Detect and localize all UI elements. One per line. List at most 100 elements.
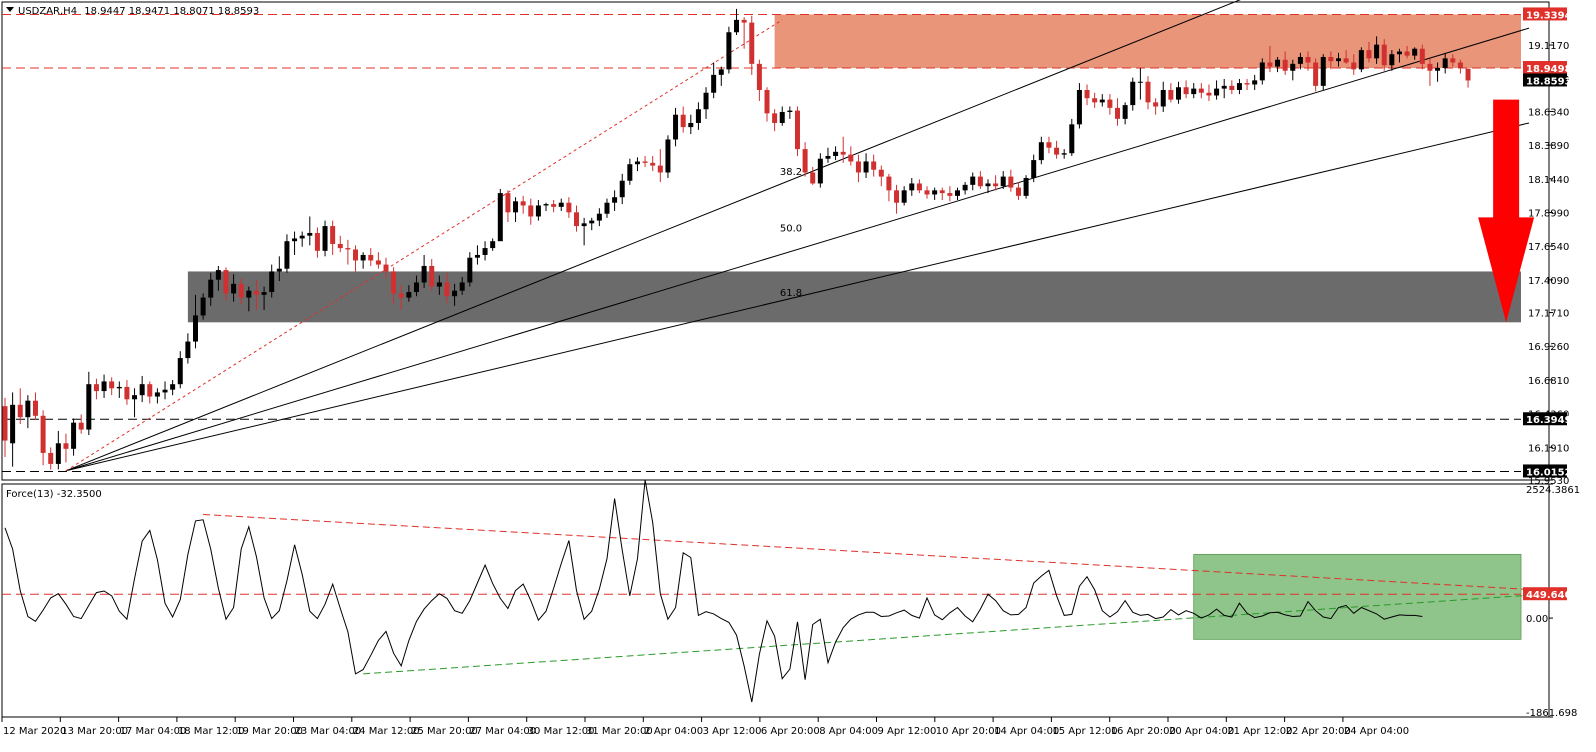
candle xyxy=(1214,80,1220,100)
candle-body xyxy=(1366,50,1372,59)
candle xyxy=(513,197,519,222)
candle xyxy=(368,248,374,266)
candle xyxy=(1389,50,1395,71)
candle xyxy=(193,294,198,349)
price-panel: 38.2 50.0 61.8 xyxy=(2,0,1535,472)
candle-body xyxy=(55,443,61,464)
candle-body xyxy=(688,122,694,128)
candle xyxy=(1275,56,1281,73)
candle-body xyxy=(1374,44,1380,59)
candle-body xyxy=(1122,105,1128,119)
price-tag-label: 16.3949 xyxy=(1526,415,1572,426)
candle xyxy=(574,205,579,232)
candle xyxy=(711,62,717,99)
candle xyxy=(665,135,671,178)
candle-body xyxy=(505,193,511,213)
candle xyxy=(551,199,557,213)
candle xyxy=(40,410,46,466)
candle xyxy=(543,202,549,211)
candle xyxy=(1252,74,1258,90)
candle-body xyxy=(833,151,839,156)
candle-body xyxy=(1297,56,1303,64)
candle-body xyxy=(1313,62,1319,86)
candle xyxy=(253,279,259,310)
candle-body xyxy=(154,392,160,397)
candle-body xyxy=(307,232,313,236)
candle xyxy=(741,17,747,49)
candle-body xyxy=(322,226,328,251)
candle-body xyxy=(238,283,244,298)
candle xyxy=(1358,47,1364,73)
candle xyxy=(1236,78,1242,95)
force-indicator-label[interactable]: Force(13) -32.3500 xyxy=(6,489,102,500)
time-tick-label: 13 Mar 20:00 xyxy=(61,726,128,737)
candle-body xyxy=(619,180,625,198)
candle-body xyxy=(1229,85,1235,90)
dropdown-triangle-icon[interactable] xyxy=(6,7,14,12)
candle xyxy=(383,257,389,279)
candle-body xyxy=(452,290,458,297)
candle-body xyxy=(1168,89,1174,100)
candle-body xyxy=(467,257,473,283)
candle xyxy=(185,333,191,364)
force-tick-label: -1861.698 xyxy=(1526,708,1577,719)
candle-body xyxy=(1000,176,1006,187)
price-tag-4 xyxy=(1523,464,1567,478)
header-symbol-group[interactable]: USDZAR,H4 18.9447 18.9471 18.8071 18.859… xyxy=(6,6,259,17)
candle-body xyxy=(1008,176,1014,188)
candle xyxy=(993,175,999,191)
candle xyxy=(177,351,183,389)
candle xyxy=(48,447,54,470)
time-tick-label: 24 Mar 12:00 xyxy=(353,726,420,737)
candle-body xyxy=(604,202,610,214)
candle xyxy=(208,272,214,306)
candle-body xyxy=(1404,51,1410,56)
candle xyxy=(1351,54,1357,75)
force-tag-label: 449.6405 xyxy=(1526,590,1579,601)
candle xyxy=(1221,78,1227,99)
candle xyxy=(421,254,427,288)
candle xyxy=(1015,182,1021,200)
candle-body xyxy=(261,292,267,295)
candle xyxy=(749,15,755,75)
candle xyxy=(855,154,861,183)
candle-body xyxy=(177,358,183,385)
candle-body xyxy=(1442,58,1448,68)
candle xyxy=(2,397,8,458)
candle-body xyxy=(497,193,503,242)
candle-body xyxy=(1084,89,1090,99)
candle-body xyxy=(292,238,298,242)
candle xyxy=(894,184,900,214)
candle xyxy=(619,173,625,205)
candle-body xyxy=(86,384,92,430)
candle-body xyxy=(1396,51,1402,55)
candle-body xyxy=(581,223,587,227)
candle xyxy=(200,293,206,320)
candle xyxy=(673,107,679,147)
candle xyxy=(1442,52,1448,74)
candle-body xyxy=(1115,107,1121,119)
candle-body xyxy=(543,204,549,206)
candle xyxy=(406,285,412,302)
candle xyxy=(314,227,320,258)
candle-body xyxy=(116,386,122,389)
candle-body xyxy=(32,400,38,416)
candle xyxy=(459,276,465,295)
candle-body xyxy=(1282,59,1288,71)
candle-body xyxy=(551,204,557,207)
candle xyxy=(1282,51,1288,75)
candle xyxy=(871,154,877,177)
candle xyxy=(55,430,61,470)
time-tick-label: 15 Apr 12:00 xyxy=(1052,726,1117,737)
candle xyxy=(1115,98,1121,126)
candle-body xyxy=(535,205,541,217)
candle-body xyxy=(574,212,579,227)
candle-body xyxy=(1343,58,1349,63)
candle xyxy=(1404,45,1410,59)
candle xyxy=(109,377,115,396)
candle xyxy=(1183,80,1189,99)
candle xyxy=(269,264,275,298)
candle xyxy=(1061,149,1067,159)
candle-body xyxy=(1381,44,1387,66)
